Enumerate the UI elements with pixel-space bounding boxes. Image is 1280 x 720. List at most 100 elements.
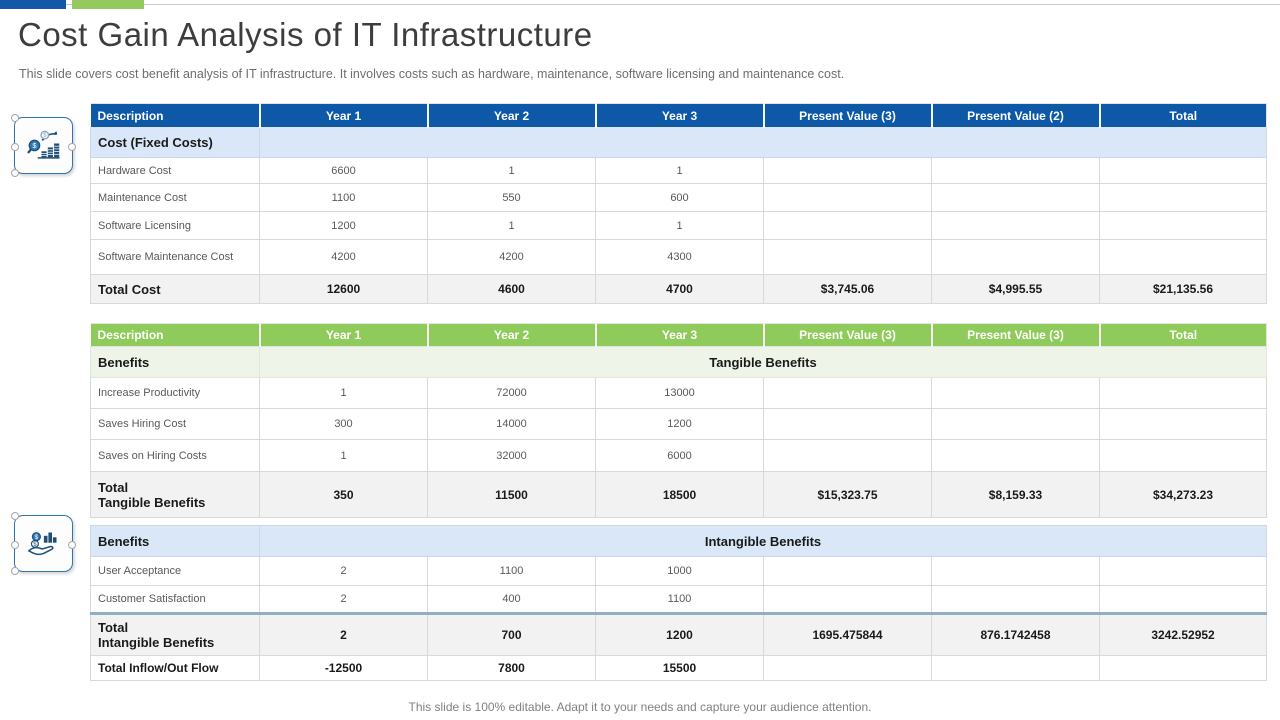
column-header: Description — [90, 103, 261, 128]
cell: 1 — [427, 211, 596, 240]
column-header: Year 2 — [427, 323, 597, 347]
cell: $8,159.33 — [931, 471, 1100, 518]
coins-growth-magnifier-icon: $ $ — [27, 130, 60, 159]
cell: 4600 — [427, 274, 596, 304]
cost-table: Description Year 1 Year 2 Year 3 Present… — [90, 103, 1267, 304]
cell — [931, 239, 1100, 275]
page-subtitle: This slide covers cost benefit analysis … — [19, 67, 845, 81]
cell: -12500 — [259, 655, 428, 681]
column-header: Present Value (3) — [763, 323, 933, 347]
cell — [763, 157, 932, 184]
selection-handle[interactable] — [11, 512, 19, 520]
column-header: Year 1 — [259, 323, 429, 347]
cell: 1695.475844 — [763, 612, 932, 656]
cell — [763, 439, 932, 472]
cell: 4300 — [595, 239, 764, 275]
cell — [1099, 157, 1267, 184]
total-inflow-row: Total Inflow/Out Flow -12500 7800 15500 — [90, 655, 1268, 681]
cell — [1098, 585, 1268, 614]
topbar-blue-accent — [0, 0, 66, 9]
cell — [763, 408, 932, 440]
section-value: Tangible Benefits — [259, 346, 1267, 378]
selection-handle[interactable] — [68, 540, 76, 549]
total-label-line1: Total — [98, 479, 129, 495]
svg-text:$: $ — [33, 542, 37, 548]
selection-handle[interactable] — [11, 142, 19, 151]
cell — [931, 211, 1100, 240]
table-row: Maintenance Cost 1100 550 600 — [90, 183, 1267, 212]
cell: $4,995.55 — [931, 274, 1100, 304]
selection-handle[interactable] — [11, 169, 19, 177]
cell: 6000 — [595, 439, 764, 472]
table-row: Saves on Hiring Costs 1 32000 6000 — [90, 439, 1267, 472]
column-header: Total — [1099, 323, 1267, 347]
cell — [763, 377, 932, 409]
row-label: Increase Productivity — [90, 377, 260, 409]
row-label: Maintenance Cost — [90, 183, 260, 212]
cost-section-row: Cost (Fixed Costs) — [90, 127, 1267, 158]
cell: 1 — [259, 439, 428, 472]
column-header: Present Value (3) — [763, 103, 933, 128]
benefits-table-tangible: Description Year 1 Year 2 Year 3 Present… — [90, 323, 1267, 518]
total-label-line2: Intangible Benefits — [98, 635, 215, 650]
cell: 300 — [259, 408, 428, 440]
cell — [1099, 239, 1267, 275]
cell — [931, 439, 1100, 472]
cell: 18500 — [595, 471, 764, 518]
cell: 1 — [595, 211, 764, 240]
cell — [763, 556, 932, 586]
cell — [931, 377, 1100, 409]
table-row: Increase Productivity 1 72000 13000 — [90, 377, 1267, 409]
cell: 1 — [595, 157, 764, 184]
cell: 32000 — [427, 439, 596, 472]
cell: 350 — [259, 471, 428, 518]
cell: 1200 — [259, 211, 428, 240]
selection-handle[interactable] — [11, 540, 19, 549]
row-label: Saves Hiring Cost — [90, 408, 260, 440]
cell — [931, 183, 1100, 212]
column-header: Total — [1099, 103, 1267, 128]
cell: 550 — [427, 183, 596, 212]
cell: 4700 — [595, 274, 764, 304]
cell: 4200 — [427, 239, 596, 275]
intangible-section-row: Benefits Intangible Benefits — [90, 525, 1268, 557]
cell: 3242.52952 — [1098, 612, 1268, 656]
table-row: Saves Hiring Cost 300 14000 1200 — [90, 408, 1267, 440]
section-label: Benefits — [90, 346, 260, 378]
cell: 1000 — [595, 556, 764, 586]
cost-table-header-row: Description Year 1 Year 2 Year 3 Present… — [90, 103, 1267, 128]
money-analysis-shape[interactable]: $ $ — [11, 114, 76, 177]
row-label: Hardware Cost — [90, 157, 260, 184]
cell — [1099, 439, 1267, 472]
column-header: Present Value (3) — [931, 323, 1101, 347]
cell: 400 — [427, 585, 596, 614]
cell: 1200 — [595, 408, 764, 440]
cell: 1100 — [259, 183, 428, 212]
cell: 1 — [427, 157, 596, 184]
cell — [1099, 377, 1267, 409]
cell: 4200 — [259, 239, 428, 275]
table-row: Software Maintenance Cost 4200 4200 4300 — [90, 239, 1267, 275]
benefits-hand-shape[interactable]: $ $ — [11, 512, 76, 575]
cell — [763, 655, 932, 681]
cell — [763, 211, 932, 240]
selection-handle[interactable] — [11, 567, 19, 575]
table-row: Hardware Cost 6600 1 1 — [90, 157, 1267, 184]
top-divider-line — [0, 4, 1280, 5]
row-label: User Acceptance — [90, 556, 260, 586]
cell — [931, 556, 1100, 586]
cell: 1 — [259, 377, 428, 409]
cell: 7800 — [427, 655, 596, 681]
cell — [931, 655, 1100, 681]
cell — [1099, 183, 1267, 212]
cell — [763, 585, 932, 614]
selection-handle[interactable] — [11, 114, 19, 122]
cell — [931, 157, 1100, 184]
hand-holding-coins-icon: $ $ — [27, 532, 57, 556]
cell — [931, 408, 1100, 440]
cell — [763, 239, 932, 275]
benefits-table-intangible: Benefits Intangible Benefits User Accept… — [90, 525, 1268, 681]
selection-handle[interactable] — [68, 142, 76, 151]
cell — [763, 183, 932, 212]
cell — [1098, 655, 1268, 681]
